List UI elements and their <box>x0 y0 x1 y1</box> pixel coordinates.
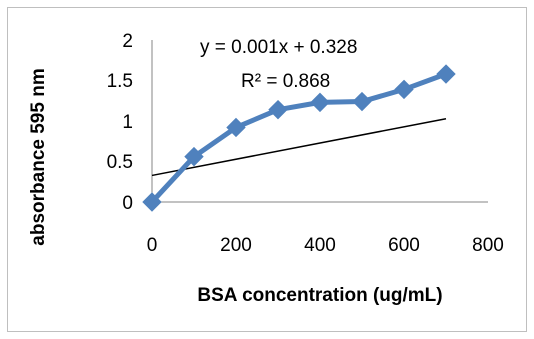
x-tick-label: 600 <box>388 235 420 256</box>
trendline <box>151 117 447 177</box>
y-tick-label: 0 <box>122 193 133 214</box>
data-point-marker <box>184 146 204 167</box>
chart-border <box>7 7 527 332</box>
x-axis-title: BSA concentration (ug/mL) <box>197 285 442 306</box>
x-tick-label: 0 <box>147 235 158 256</box>
trendline-r-squared: R² = 0.868 <box>241 71 330 92</box>
y-tick-label: 1 <box>122 112 133 133</box>
data-point-marker <box>394 79 414 100</box>
trendline-equation: y = 0.001x + 0.328 <box>200 37 357 58</box>
y-tick-label: 1.5 <box>107 71 133 92</box>
data-point-marker <box>436 64 456 84</box>
y-tick-label: 0.5 <box>107 152 133 173</box>
trendline-layer <box>151 117 447 177</box>
data-point-marker <box>226 117 246 138</box>
data-point-marker <box>268 99 288 120</box>
x-tick-label: 800 <box>472 235 504 256</box>
y-tick-label: 2 <box>122 31 133 52</box>
series-layer <box>142 64 456 212</box>
x-tick-label: 400 <box>304 235 336 256</box>
y-axis-title: absorbance 595 nm <box>28 68 49 245</box>
x-tick-label: 200 <box>220 235 252 256</box>
data-point-marker <box>142 192 162 212</box>
data-point-marker <box>352 91 372 112</box>
data-point-marker <box>310 92 330 113</box>
